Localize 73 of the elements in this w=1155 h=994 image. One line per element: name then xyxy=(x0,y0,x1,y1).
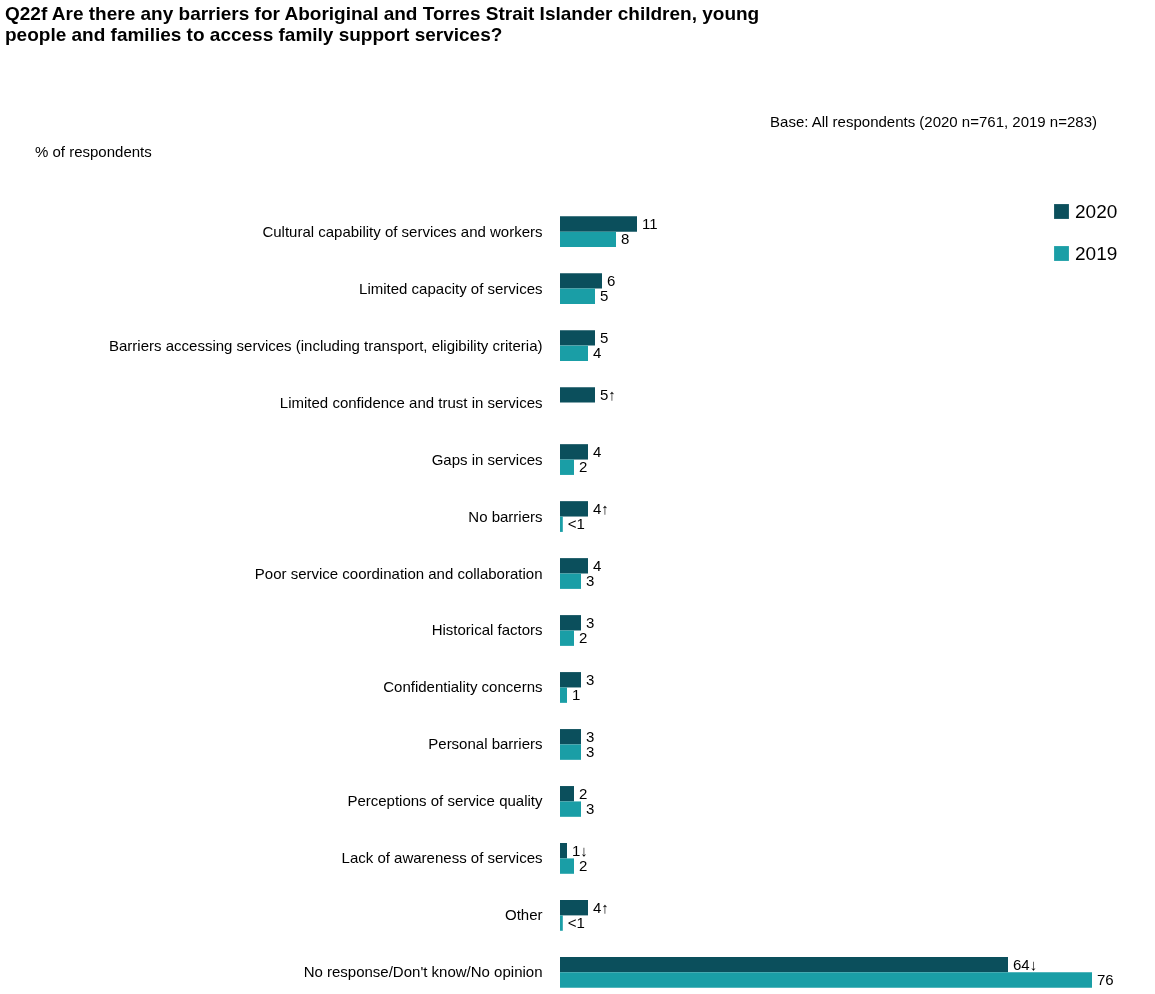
bar xyxy=(560,744,581,760)
data-label: 2 xyxy=(579,857,588,875)
bar xyxy=(560,972,1092,988)
bar xyxy=(560,672,581,688)
data-label: 2 xyxy=(579,458,588,476)
data-label: 5 xyxy=(600,287,609,305)
bar xyxy=(560,801,581,817)
bar xyxy=(560,900,588,916)
data-label: 3 xyxy=(586,727,595,745)
legend-label: 2019 xyxy=(1075,242,1118,264)
data-label: 3 xyxy=(586,572,595,590)
bar xyxy=(560,501,588,517)
bar xyxy=(560,729,581,745)
bar xyxy=(560,231,616,248)
bar xyxy=(560,615,581,631)
bar xyxy=(560,444,588,460)
bar xyxy=(560,387,595,403)
bar xyxy=(560,516,563,532)
data-label: 64↓ xyxy=(1013,955,1038,973)
bar xyxy=(560,956,1008,973)
bar xyxy=(560,573,581,589)
bar xyxy=(560,216,637,232)
data-label: 2 xyxy=(579,629,588,647)
y-tick-label: Gaps in services xyxy=(431,450,543,468)
bar xyxy=(560,459,574,475)
data-label: <1 xyxy=(567,914,585,932)
bar xyxy=(560,558,588,574)
bar xyxy=(560,915,563,931)
data-label: 1 xyxy=(572,686,581,704)
data-label: 8 xyxy=(621,230,630,248)
data-label: 3 xyxy=(586,670,595,688)
y-tick-label: Cultural capability of services and workers xyxy=(262,222,543,240)
bar xyxy=(560,843,567,859)
legend-label: 2020 xyxy=(1075,200,1118,222)
data-label: 5 xyxy=(600,328,609,346)
bar xyxy=(560,786,574,802)
bar xyxy=(560,630,574,646)
y-tick-label: Other xyxy=(504,906,543,924)
data-label: 4 xyxy=(593,442,602,460)
data-label: 6 xyxy=(607,271,616,289)
y-tick-label: Confidentiality concerns xyxy=(383,678,543,696)
y-tick-label: Poor service coordination and collaboration xyxy=(254,564,543,582)
data-label: 4 xyxy=(593,344,602,362)
y-tick-label: No barriers xyxy=(468,507,543,525)
x-axis-title: % of respondents xyxy=(35,143,152,160)
y-tick-label: Limited capacity of services xyxy=(359,279,543,297)
data-label: 11 xyxy=(642,214,658,232)
bar xyxy=(560,345,588,361)
data-label: 4 xyxy=(593,556,602,574)
data-label: 2 xyxy=(579,784,588,802)
data-label: 1↓ xyxy=(572,841,588,859)
data-label: 3 xyxy=(586,613,595,631)
data-label: 5↑ xyxy=(600,385,616,403)
y-tick-label: No response/Don't know/No opinion xyxy=(303,963,543,981)
y-tick-label: Personal barriers xyxy=(428,735,543,753)
data-label: 3 xyxy=(586,743,595,761)
bar xyxy=(560,288,595,304)
data-label: 4↑ xyxy=(593,898,609,916)
data-label: <1 xyxy=(567,515,585,533)
y-tick-label: Limited confidence and trust in services xyxy=(279,393,543,411)
text: Q22f Are there any barriers for Aboriginal and Torres Strait Islander children, young people and families to access family support services? xyxy=(5,3,760,45)
chart-subtitle: Base: All respondents (2020 n=761, 2019 n=283) xyxy=(770,113,1097,130)
data-label: 4↑ xyxy=(593,499,609,517)
bar xyxy=(560,273,602,289)
y-tick-label: Historical factors xyxy=(431,621,543,639)
y-tick-label: Lack of awareness of services xyxy=(341,849,543,867)
y-tick-label: Perceptions of service quality xyxy=(347,792,543,810)
data-label: 3 xyxy=(586,800,595,818)
bar xyxy=(560,858,574,874)
bar xyxy=(560,330,595,346)
y-tick-label: Barriers accessing services (including transport, eligibility criteria) xyxy=(109,336,543,354)
bar xyxy=(560,687,567,703)
data-label: 76 xyxy=(1097,971,1114,989)
